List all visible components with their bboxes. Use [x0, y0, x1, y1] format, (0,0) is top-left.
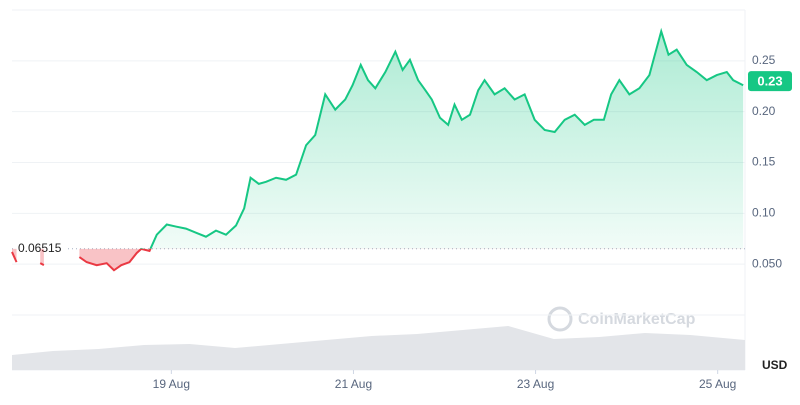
price-badge-label: 0.23 [757, 74, 782, 89]
y-tick-label: 0.20 [752, 104, 776, 118]
area-down [12, 248, 151, 271]
y-tick-label: 0.10 [752, 206, 776, 220]
watermark: CoinMarketCap [547, 306, 696, 332]
x-tick-label: 21 Aug [335, 377, 372, 391]
line-down [11, 248, 152, 272]
line-up [139, 27, 744, 249]
y-tick-label: 0.050 [752, 256, 782, 270]
x-tick-label: 25 Aug [699, 377, 736, 391]
area-up [12, 31, 744, 249]
watermark-text: CoinMarketCap [578, 311, 696, 328]
y-tick-label: 0.15 [752, 155, 776, 169]
currency-label: USD [762, 358, 788, 372]
y-tick-label: 0.25 [752, 53, 776, 67]
x-tick-label: 19 Aug [153, 377, 190, 391]
baseline-label: 0.06515 [18, 241, 62, 255]
price-badge [748, 71, 792, 92]
x-tick-label: 23 Aug [517, 377, 554, 391]
volume-area [12, 326, 745, 370]
